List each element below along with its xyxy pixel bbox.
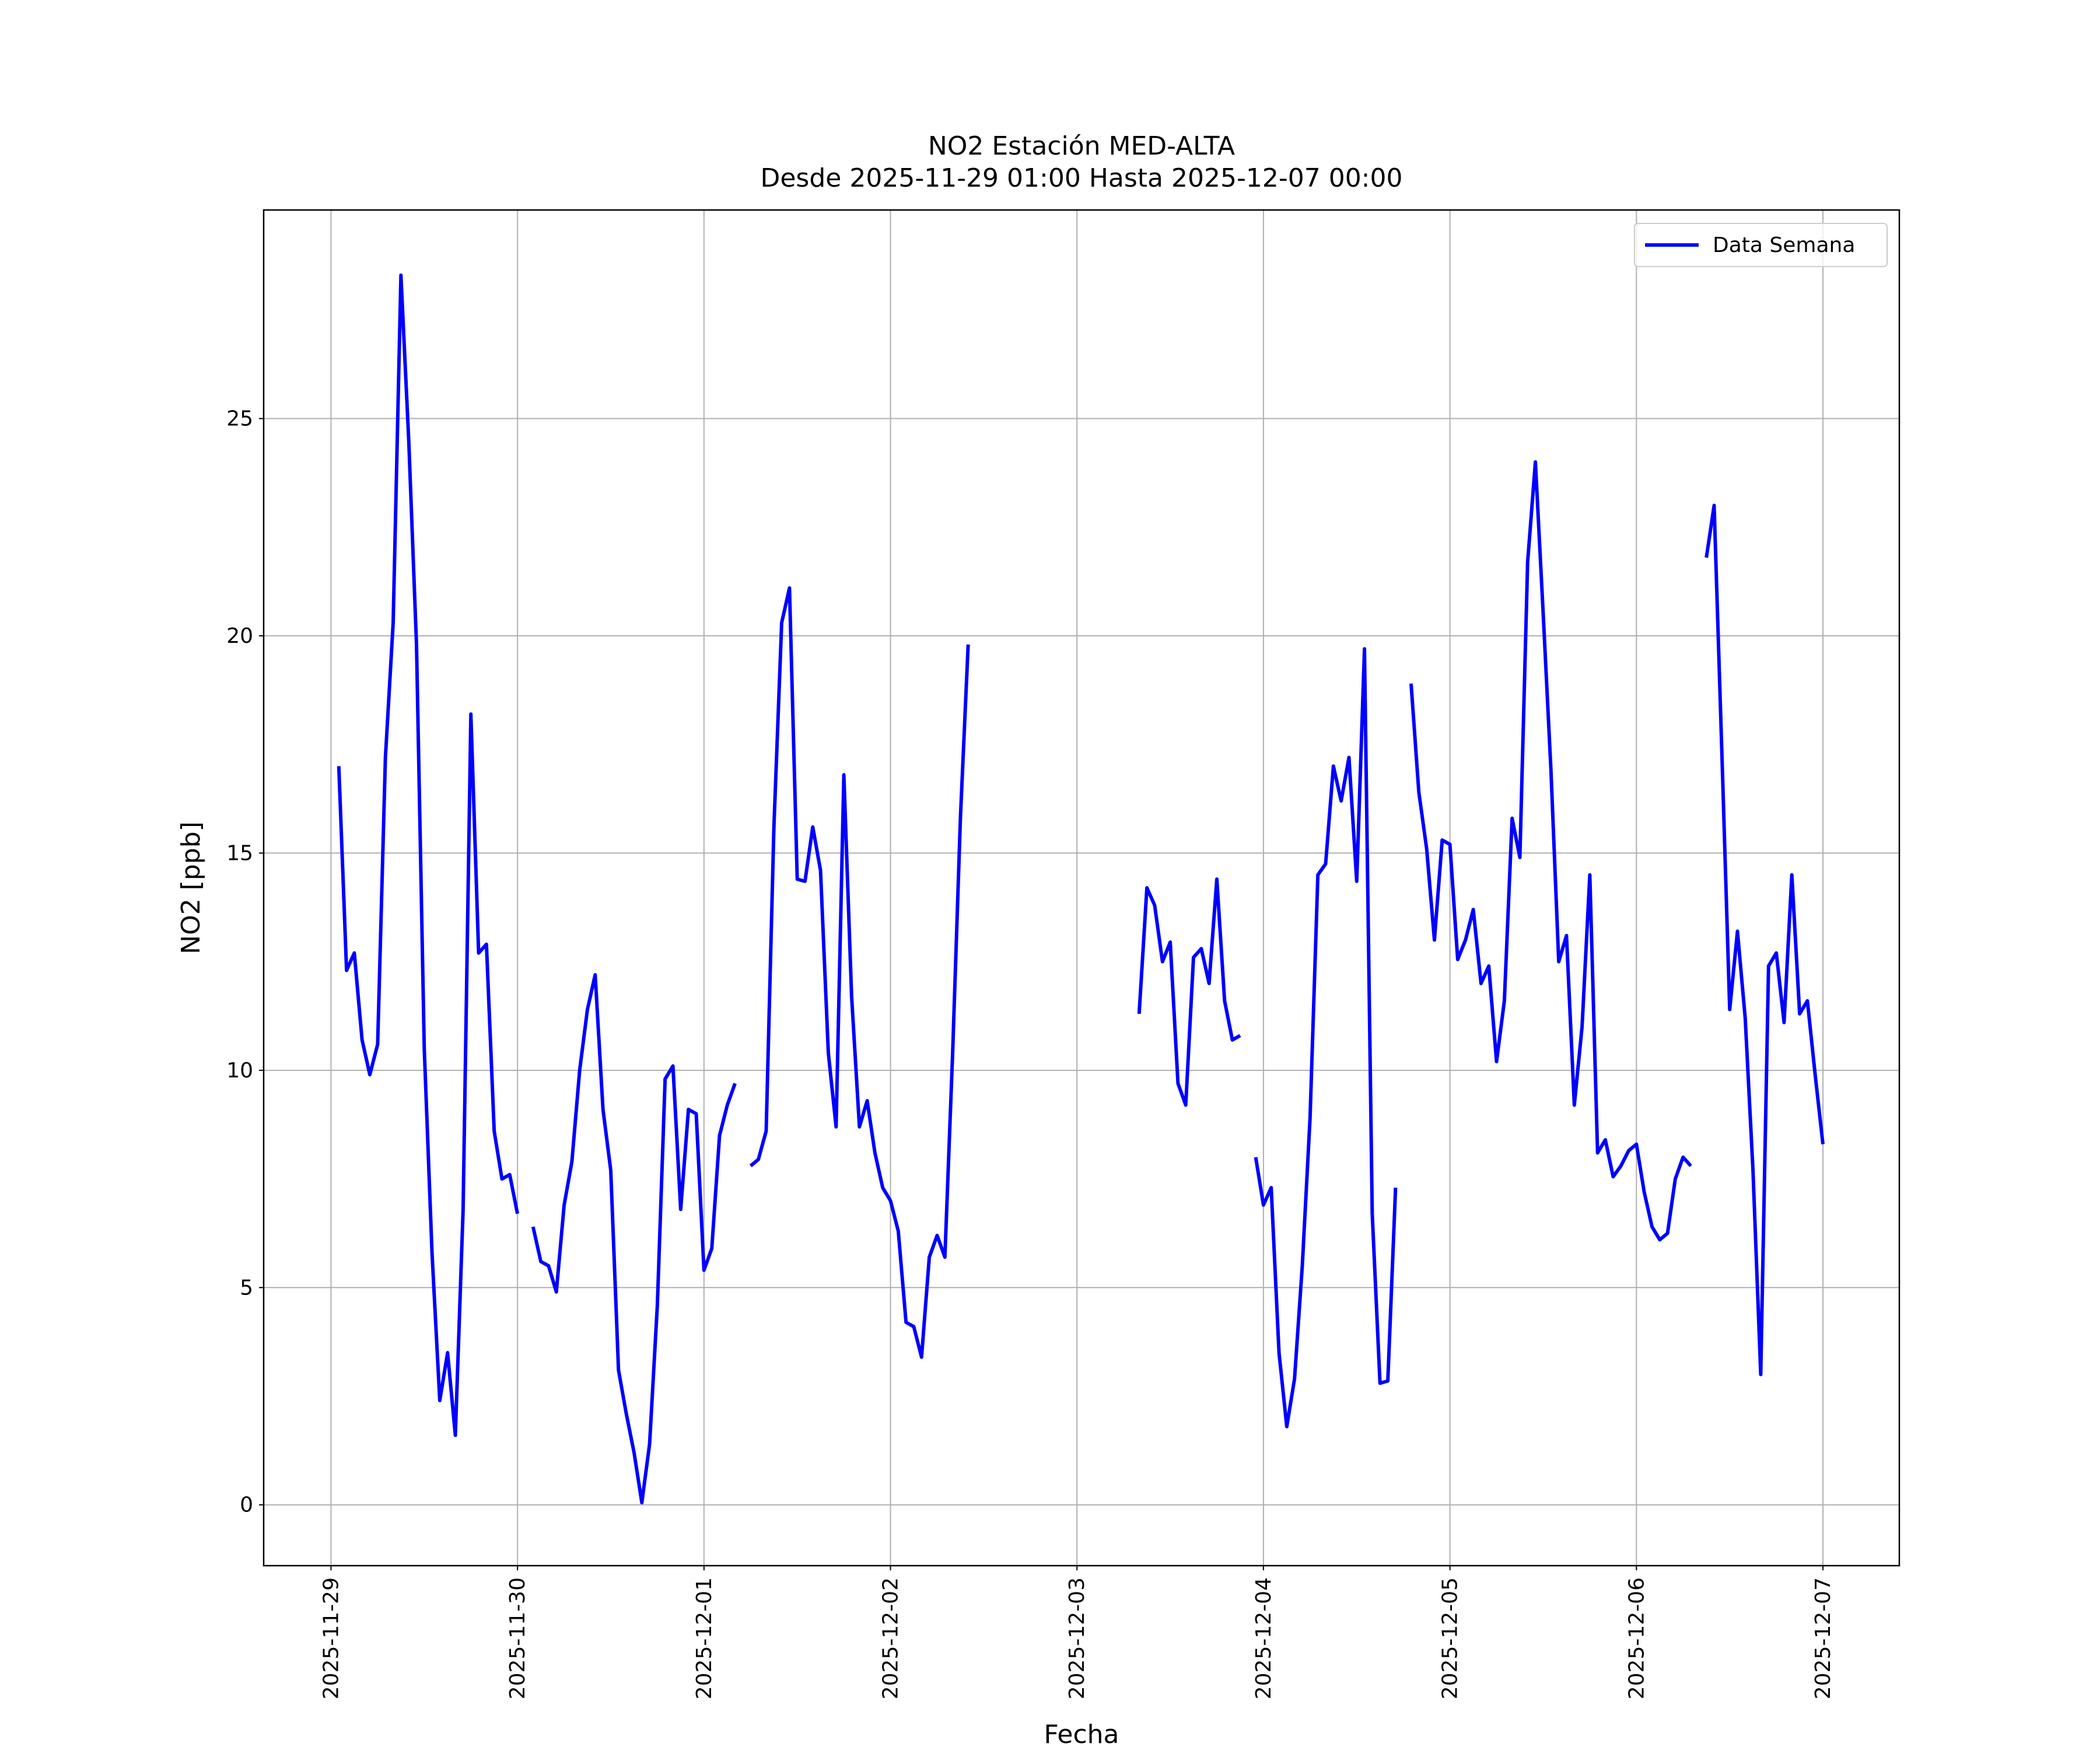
y-tick-label: 15 xyxy=(226,841,253,865)
x-tick-label: 2025-11-30 xyxy=(506,1577,530,1699)
y-axis-label: NO2 [ppb] xyxy=(176,821,206,954)
x-tick-label: 2025-12-05 xyxy=(1438,1577,1462,1699)
y-tick-label: 20 xyxy=(226,624,253,648)
legend-box xyxy=(1634,223,1888,267)
chart-subtitle: Desde 2025-11-29 01:00 Hasta 2025-12-07 … xyxy=(760,163,1402,193)
x-tick-label: 2025-12-06 xyxy=(1625,1577,1648,1699)
x-tick-label: 2025-11-29 xyxy=(319,1577,343,1699)
x-tick-label: 2025-12-04 xyxy=(1252,1577,1276,1699)
x-tick-label: 2025-12-01 xyxy=(692,1577,716,1699)
x-axis-label: Fecha xyxy=(1044,1720,1119,1749)
legend-label: Data Semana xyxy=(1713,233,1855,257)
y-tick-label: 0 xyxy=(240,1493,253,1517)
plot-frame xyxy=(262,209,1901,1567)
y-tick-label: 10 xyxy=(226,1059,253,1083)
x-tick-label: 2025-12-02 xyxy=(879,1577,903,1699)
y-tick-label: 5 xyxy=(240,1276,253,1300)
y-tick-label: 25 xyxy=(226,407,253,431)
x-tick-label: 2025-12-07 xyxy=(1811,1577,1835,1699)
x-tick-label: 2025-12-03 xyxy=(1065,1577,1089,1699)
data-line xyxy=(337,273,1825,1504)
chart-title: NO2 Estación MED-ALTA xyxy=(928,131,1235,161)
